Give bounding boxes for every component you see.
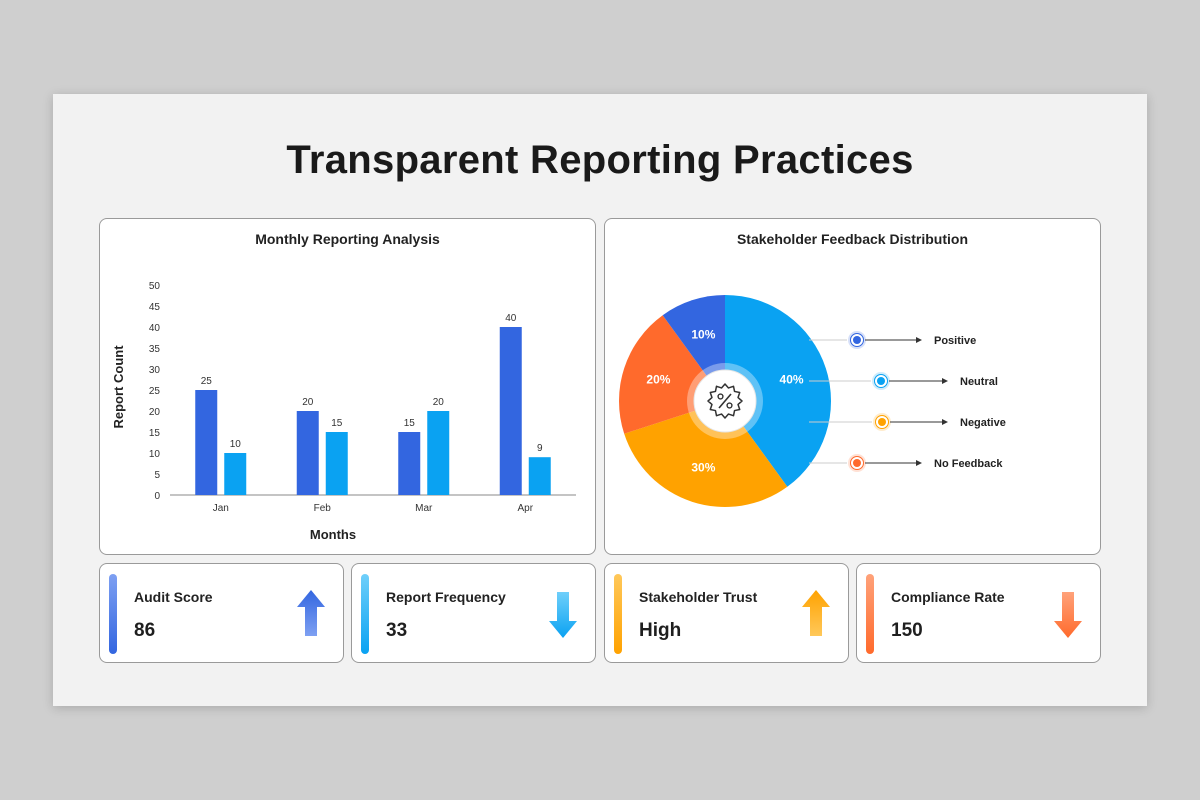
bar: [528, 457, 551, 495]
x-tick-label: Feb: [314, 503, 332, 514]
y-tick-label: 20: [149, 407, 161, 418]
kpi-accent-bar: [866, 574, 874, 654]
pie-chart-title: Stakeholder Feedback Distribution: [736, 231, 969, 247]
bar: [296, 411, 319, 495]
bar-value-label: 25: [201, 376, 213, 387]
y-tick-label: 5: [154, 470, 160, 481]
x-tick-label: Mar: [415, 503, 433, 514]
x-tick-label: Apr: [517, 503, 533, 514]
pie-chart: 40% 30% 20% 10% Positive Neutral Negative No Fe…: [618, 295, 1006, 508]
kpi-label: Stakeholder Trust: [639, 589, 758, 605]
bar-value-label: 9: [537, 443, 543, 454]
bar: [325, 432, 348, 495]
legend-label: Positive: [934, 335, 976, 347]
arrow-up-icon: [297, 590, 325, 636]
percent-dot: [726, 402, 733, 409]
kpi-accent-bar: [361, 574, 369, 654]
kpi-card-report-frequency: Report Frequency 33: [351, 563, 596, 663]
kpi-value: 33: [386, 620, 408, 641]
legend-label: No Feedback: [934, 458, 1003, 470]
bar: [427, 411, 450, 495]
y-tick-label: 45: [149, 302, 161, 313]
kpi-card-stakeholder-trust: Stakeholder Trust High: [604, 563, 849, 663]
pie-slice: [624, 401, 788, 508]
legend-arrowhead: [916, 460, 922, 466]
bar-chart-panel: Monthly Reporting Analysis 0 5 10 15 20 25 30 3…: [99, 218, 596, 555]
pie-slice-label: 40%: [780, 372, 804, 386]
pie-slice-label: 20%: [646, 372, 670, 386]
pie-slice: [725, 295, 832, 487]
legend-label: Neutral: [960, 376, 998, 388]
kpi-value: High: [639, 620, 682, 641]
y-tick-label: 25: [149, 386, 161, 397]
pie-slice-label: 10%: [691, 327, 715, 341]
legend-marker: [853, 459, 861, 467]
percent-slash: [718, 393, 732, 409]
percent-dot: [717, 393, 724, 400]
kpi-label: Compliance Rate: [891, 589, 1005, 605]
page-title: Transparent Reporting Practices: [286, 138, 914, 182]
kpi-accent-bar: [614, 574, 622, 654]
arrow-up-icon: [802, 590, 830, 636]
badge-outline: [707, 383, 743, 419]
y-tick-label: 50: [149, 281, 161, 292]
kpi-card-audit-score: Audit Score 86: [99, 563, 344, 663]
kpi-label: Report Frequency: [386, 589, 506, 605]
bar-chart-title: Monthly Reporting Analysis: [255, 231, 440, 247]
legend-arrowhead: [916, 337, 922, 343]
bar: [398, 432, 421, 495]
x-axis-title: Months: [310, 527, 356, 542]
legend-label: Negative: [960, 417, 1006, 429]
pie-chart-panel: Stakeholder Feedback Distribution 40% 30%…: [604, 218, 1101, 555]
bar: [224, 453, 247, 495]
arrow-down-icon: [549, 592, 577, 638]
arrow-shape: [297, 590, 325, 636]
bar-value-label: 40: [505, 313, 517, 324]
legend-marker: [853, 336, 861, 344]
kpi-value: 150: [891, 620, 923, 641]
legend-marker: [878, 418, 886, 426]
bar-value-label: 20: [302, 397, 314, 408]
arrow-down-icon: [1054, 592, 1082, 638]
y-axis-title: Report Count: [111, 345, 126, 429]
legend-arrowhead: [942, 419, 948, 425]
y-tick-label: 40: [149, 323, 161, 334]
bar-value-label: 15: [404, 418, 416, 429]
arrow-shape: [549, 592, 577, 638]
pie-slice-label: 30%: [691, 461, 715, 475]
bar-value-label: 20: [433, 397, 445, 408]
kpi-label: Audit Score: [134, 589, 213, 605]
x-tick-label: Jan: [213, 503, 229, 514]
arrow-shape: [802, 590, 830, 636]
kpi-accent-bar: [109, 574, 117, 654]
percent-badge-icon: [707, 383, 743, 419]
bar-value-label: 15: [331, 418, 343, 429]
y-tick-label: 0: [154, 491, 160, 502]
legend-marker: [877, 377, 885, 385]
bar-chart: 0 5 10 15 20 25 30 35 40 45 50 25 10 Jan 20 15 Feb 15 20 Ma…: [111, 281, 576, 542]
y-tick-label: 10: [149, 449, 161, 460]
y-tick-label: 30: [149, 365, 161, 376]
y-tick-label: 35: [149, 344, 161, 355]
bar-value-label: 10: [230, 439, 242, 450]
kpi-value: 86: [134, 620, 156, 641]
legend-arrowhead: [942, 378, 948, 384]
kpi-card-compliance-rate: Compliance Rate 150: [856, 563, 1101, 663]
arrow-shape: [1054, 592, 1082, 638]
y-tick-label: 15: [149, 428, 161, 439]
bar: [195, 390, 218, 495]
bar: [499, 327, 522, 495]
